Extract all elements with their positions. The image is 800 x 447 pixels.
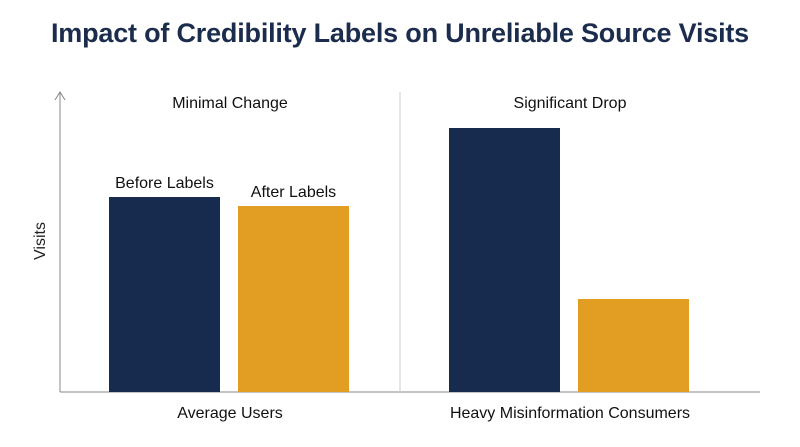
category-label-heavy-consumers: Heavy Misinformation Consumers <box>450 405 690 422</box>
bar-after-average-users <box>238 206 349 392</box>
series-label-before: Before Labels <box>115 175 214 192</box>
y-axis-label: Visits <box>32 222 49 260</box>
y-axis-arrow <box>54 91 66 101</box>
chart-title: Impact of Credibility Labels on Unreliab… <box>51 18 749 48</box>
bar-before-average-users <box>109 197 220 392</box>
bars <box>109 128 689 392</box>
category-label-average-users: Average Users <box>177 405 283 422</box>
bar-after-heavy-consumers <box>578 299 689 392</box>
group-annotation-average-users: Minimal Change <box>172 95 288 112</box>
labels: Before Labels After Labels Minimal Change A… <box>115 95 690 422</box>
series-label-after: After Labels <box>251 184 336 201</box>
group-annotation-heavy-consumers: Significant Drop <box>514 95 627 112</box>
bar-before-heavy-consumers <box>449 128 560 392</box>
